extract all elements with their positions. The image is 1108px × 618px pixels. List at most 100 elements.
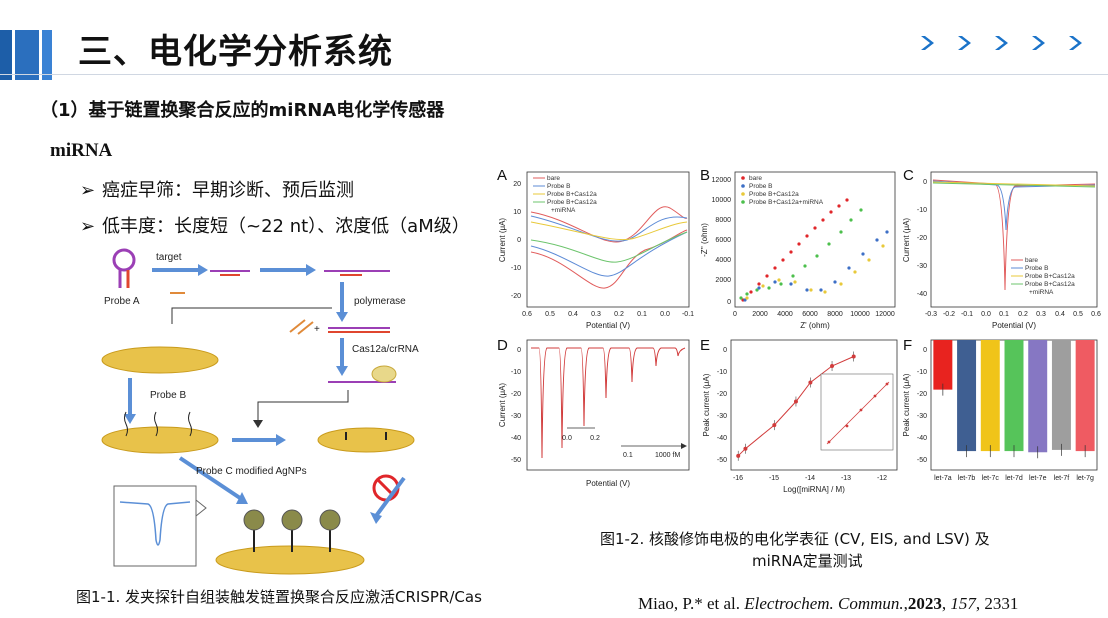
inset-point [873, 394, 877, 398]
data-point [851, 354, 856, 359]
x-tick: -0.1 [682, 311, 694, 318]
section-label: miRNA [50, 140, 113, 161]
y-tick: 0 [517, 347, 521, 354]
arrow-head [124, 414, 136, 424]
y-axis-label: Current (μA) [902, 218, 911, 263]
released-strand [289, 319, 306, 333]
cv-curve [530, 231, 688, 263]
y-axis-label: Current (μA) [498, 218, 507, 263]
gold-electrode [101, 426, 219, 454]
citation: Miao, P.* et al. Electrochem. Commun.,20… [638, 594, 1018, 614]
y-tick: -50 [511, 457, 521, 464]
inset-point [859, 408, 863, 412]
x-tick: 2000 [752, 311, 768, 318]
y-tick: -40 [917, 291, 927, 298]
legend-swatch [741, 184, 745, 188]
data-point [736, 453, 741, 458]
inset-point [845, 424, 849, 428]
figure-panels: A bare Probe B Probe B+Cas12a Probe B+Ca… [497, 167, 1101, 494]
y-tick: -50 [717, 457, 727, 464]
arrow-head [370, 512, 382, 524]
y-tick: 0 [727, 299, 731, 306]
y-tick: 20 [513, 181, 521, 188]
legend-item: Probe B+Cas12a [547, 191, 597, 198]
bar [1075, 340, 1095, 452]
x-tick: -16 [733, 475, 743, 482]
lsv-curve [932, 182, 1096, 188]
legend-item: +miRNA [551, 207, 576, 214]
arrow-bullet-icon: ➢ [80, 216, 96, 237]
figure-1-caption: 图1-1. 发夹探针自组装触发链置换聚合反应激活CRISPR/Cas [76, 588, 482, 606]
x-tick: 10000 [850, 311, 870, 318]
arrow [374, 476, 406, 518]
concentration-label: 0.1 [623, 452, 633, 459]
arrow-head [336, 366, 348, 376]
citation-year: 2023 [907, 594, 942, 613]
legend-item: Probe B+Cas12a [1025, 281, 1075, 288]
y-tick: -20 [717, 391, 727, 398]
arrow-head [236, 492, 248, 504]
x-tick: -15 [769, 475, 779, 482]
x-tick: 0.0 [660, 311, 670, 318]
y-axis-label: Peak current (μA) [902, 373, 911, 436]
x-tick: let-7f [1054, 475, 1070, 482]
y-tick: -30 [917, 413, 927, 420]
scale-label: 0.0 [562, 435, 572, 442]
gold-electrode [101, 346, 219, 374]
x-axis-label: Log([miRNA] / M) [783, 485, 845, 494]
calibration-series [736, 351, 856, 461]
citation-journal: Electrochem. Commun. [744, 594, 904, 613]
x-tick: 0.3 [591, 311, 601, 318]
data-point [743, 446, 748, 451]
arrow-head [681, 443, 687, 449]
panel-letter: B [700, 167, 710, 184]
x-tick: let-7c [982, 475, 1000, 482]
x-tick: -13 [841, 475, 851, 482]
x-tick: -0.2 [943, 311, 955, 318]
legend-swatch [741, 200, 745, 204]
cv-curve [530, 206, 688, 243]
scale-label: 0.2 [590, 435, 600, 442]
section-subtitle: （1）基于链置换聚合反应的miRNA电化学传感器 [40, 100, 445, 121]
data-point [830, 364, 835, 368]
x-tick: let-7b [958, 475, 976, 482]
x-axis-label: Potential (V) [586, 479, 630, 488]
bullet-text: 癌症早筛：早期诊断、预后监测 [102, 180, 354, 201]
chevron-right-icon [1069, 36, 1082, 50]
hairpin-loop [112, 248, 136, 272]
y-tick: 4000 [715, 257, 731, 264]
bullet-item: ➢ 低丰度：长度短（~22 nt）、浓度低（aM级） [80, 212, 470, 238]
chevron-right-icon [958, 36, 971, 50]
x-tick: -14 [805, 475, 815, 482]
chevron-right-icon [995, 36, 1008, 50]
legend-swatch [741, 176, 745, 180]
arrow-bullet-icon: ➢ [80, 180, 96, 201]
citation-separator: , [941, 594, 951, 613]
x-tick: 0.6 [522, 311, 532, 318]
x-tick: 0.5 [545, 311, 555, 318]
x-tick: 4000 [777, 311, 793, 318]
x-tick: 0 [733, 311, 737, 318]
x-tick: let-7d [1005, 475, 1023, 482]
cv-curve [530, 231, 688, 277]
agnp-particle [319, 509, 341, 531]
bar [957, 340, 977, 452]
y-tick: -40 [511, 435, 521, 442]
x-tick: let-7e [1029, 475, 1047, 482]
legend-item: bare [547, 175, 560, 182]
agnp-particle [281, 509, 303, 531]
callout-pointer [195, 498, 207, 518]
data-point [772, 423, 777, 428]
y-tick: 0 [923, 179, 927, 186]
y-tick: -20 [511, 293, 521, 300]
x-tick: 0.4 [1055, 311, 1065, 318]
selectivity-bars: let-7a let-7b let-7c let-7d let-7e let-7f let-… [933, 340, 1095, 482]
arrow-head [306, 264, 316, 276]
y-axis-label: Current (μA) [498, 383, 507, 428]
y-tick: 6000 [715, 237, 731, 244]
lsv-curve [932, 181, 1096, 187]
probe-strand [124, 411, 128, 437]
y-tick: 8000 [715, 217, 731, 224]
x-tick: -12 [877, 475, 887, 482]
x-tick: 0.5 [1073, 311, 1083, 318]
